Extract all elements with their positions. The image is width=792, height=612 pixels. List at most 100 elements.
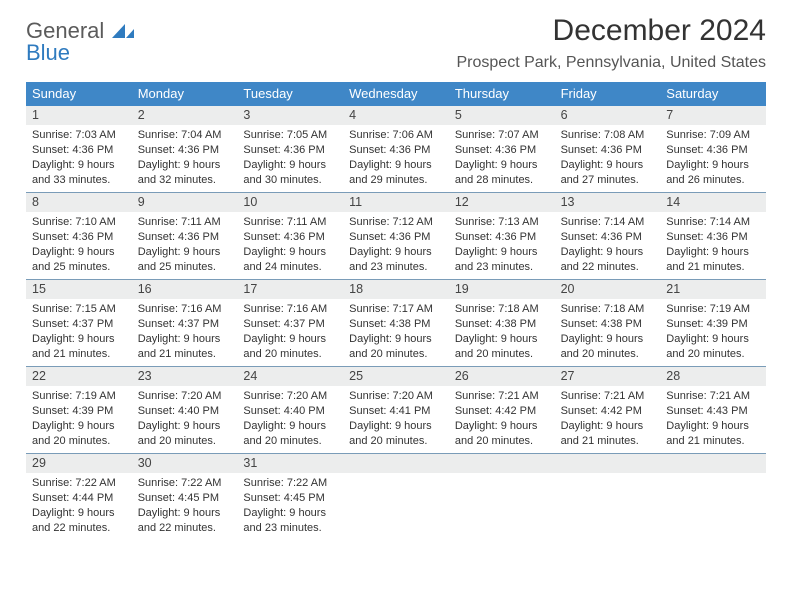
day-cell: 20Sunrise: 7:18 AMSunset: 4:38 PMDayligh… (555, 280, 661, 366)
sunset-line: Sunset: 4:45 PM (243, 491, 337, 506)
day-body: Sunrise: 7:17 AMSunset: 4:38 PMDaylight:… (343, 299, 449, 365)
sunrise-line: Sunrise: 7:13 AM (455, 215, 549, 230)
sunset-line: Sunset: 4:39 PM (666, 317, 760, 332)
day-body: Sunrise: 7:19 AMSunset: 4:39 PMDaylight:… (660, 299, 766, 365)
daylight-line-2: and 22 minutes. (561, 260, 655, 275)
sunrise-line: Sunrise: 7:09 AM (666, 128, 760, 143)
day-body: Sunrise: 7:20 AMSunset: 4:40 PMDaylight:… (237, 386, 343, 452)
sunrise-line: Sunrise: 7:20 AM (349, 389, 443, 404)
day-cell: 31Sunrise: 7:22 AMSunset: 4:45 PMDayligh… (237, 454, 343, 540)
week-row: 15Sunrise: 7:15 AMSunset: 4:37 PMDayligh… (26, 279, 766, 366)
day-number (343, 454, 449, 473)
daylight-line-1: Daylight: 9 hours (138, 506, 232, 521)
day-body: Sunrise: 7:10 AMSunset: 4:36 PMDaylight:… (26, 212, 132, 278)
day-number: 5 (449, 106, 555, 125)
sunrise-line: Sunrise: 7:21 AM (561, 389, 655, 404)
day-number: 9 (132, 193, 238, 212)
sunrise-line: Sunrise: 7:21 AM (455, 389, 549, 404)
daylight-line-1: Daylight: 9 hours (349, 245, 443, 260)
day-cell: 24Sunrise: 7:20 AMSunset: 4:40 PMDayligh… (237, 367, 343, 453)
daylight-line-1: Daylight: 9 hours (666, 332, 760, 347)
day-body: Sunrise: 7:20 AMSunset: 4:40 PMDaylight:… (132, 386, 238, 452)
day-body: Sunrise: 7:21 AMSunset: 4:42 PMDaylight:… (555, 386, 661, 452)
day-body: Sunrise: 7:11 AMSunset: 4:36 PMDaylight:… (132, 212, 238, 278)
daylight-line-1: Daylight: 9 hours (243, 158, 337, 173)
day-body: Sunrise: 7:16 AMSunset: 4:37 PMDaylight:… (237, 299, 343, 365)
day-cell: 21Sunrise: 7:19 AMSunset: 4:39 PMDayligh… (660, 280, 766, 366)
day-of-week-header: Sunday Monday Tuesday Wednesday Thursday… (26, 82, 766, 106)
day-cell: 23Sunrise: 7:20 AMSunset: 4:40 PMDayligh… (132, 367, 238, 453)
day-number: 3 (237, 106, 343, 125)
calendar-grid: Sunday Monday Tuesday Wednesday Thursday… (26, 82, 766, 540)
day-number: 29 (26, 454, 132, 473)
daylight-line-2: and 20 minutes. (349, 347, 443, 362)
sunset-line: Sunset: 4:38 PM (561, 317, 655, 332)
sunrise-line: Sunrise: 7:22 AM (138, 476, 232, 491)
sunset-line: Sunset: 4:36 PM (243, 143, 337, 158)
daylight-line-1: Daylight: 9 hours (666, 158, 760, 173)
sunrise-line: Sunrise: 7:03 AM (32, 128, 126, 143)
day-number (555, 454, 661, 473)
sunset-line: Sunset: 4:36 PM (349, 230, 443, 245)
dow-friday: Friday (555, 82, 661, 106)
logo-word-blue: Blue (26, 40, 70, 65)
sunrise-line: Sunrise: 7:07 AM (455, 128, 549, 143)
sunrise-line: Sunrise: 7:14 AM (561, 215, 655, 230)
location-subtitle: Prospect Park, Pennsylvania, United Stat… (457, 54, 767, 72)
daylight-line-2: and 21 minutes. (666, 434, 760, 449)
daylight-line-2: and 20 minutes. (138, 434, 232, 449)
daylight-line-1: Daylight: 9 hours (349, 158, 443, 173)
sunrise-line: Sunrise: 7:22 AM (243, 476, 337, 491)
day-cell: 11Sunrise: 7:12 AMSunset: 4:36 PMDayligh… (343, 193, 449, 279)
day-cell: 22Sunrise: 7:19 AMSunset: 4:39 PMDayligh… (26, 367, 132, 453)
daylight-line-2: and 27 minutes. (561, 173, 655, 188)
sunset-line: Sunset: 4:38 PM (349, 317, 443, 332)
sunrise-line: Sunrise: 7:16 AM (243, 302, 337, 317)
daylight-line-2: and 25 minutes. (138, 260, 232, 275)
day-number: 14 (660, 193, 766, 212)
daylight-line-1: Daylight: 9 hours (138, 332, 232, 347)
daylight-line-1: Daylight: 9 hours (561, 245, 655, 260)
daylight-line-2: and 28 minutes. (455, 173, 549, 188)
day-body: Sunrise: 7:04 AMSunset: 4:36 PMDaylight:… (132, 125, 238, 191)
dow-sunday: Sunday (26, 82, 132, 106)
daylight-line-2: and 30 minutes. (243, 173, 337, 188)
sunset-line: Sunset: 4:36 PM (561, 230, 655, 245)
sunrise-line: Sunrise: 7:20 AM (243, 389, 337, 404)
day-cell: 9Sunrise: 7:11 AMSunset: 4:36 PMDaylight… (132, 193, 238, 279)
sunset-line: Sunset: 4:39 PM (32, 404, 126, 419)
dow-tuesday: Tuesday (237, 82, 343, 106)
daylight-line-2: and 21 minutes. (666, 260, 760, 275)
day-body: Sunrise: 7:21 AMSunset: 4:42 PMDaylight:… (449, 386, 555, 452)
day-cell (555, 454, 661, 540)
daylight-line-2: and 23 minutes. (455, 260, 549, 275)
sunset-line: Sunset: 4:37 PM (138, 317, 232, 332)
day-number: 22 (26, 367, 132, 386)
sunrise-line: Sunrise: 7:18 AM (561, 302, 655, 317)
day-number: 19 (449, 280, 555, 299)
daylight-line-2: and 23 minutes. (349, 260, 443, 275)
daylight-line-2: and 20 minutes. (32, 434, 126, 449)
daylight-line-2: and 20 minutes. (561, 347, 655, 362)
sunset-line: Sunset: 4:37 PM (243, 317, 337, 332)
sunset-line: Sunset: 4:45 PM (138, 491, 232, 506)
day-body: Sunrise: 7:18 AMSunset: 4:38 PMDaylight:… (555, 299, 661, 365)
sunrise-line: Sunrise: 7:05 AM (243, 128, 337, 143)
day-body: Sunrise: 7:08 AMSunset: 4:36 PMDaylight:… (555, 125, 661, 191)
sunrise-line: Sunrise: 7:14 AM (666, 215, 760, 230)
day-cell: 28Sunrise: 7:21 AMSunset: 4:43 PMDayligh… (660, 367, 766, 453)
sunset-line: Sunset: 4:36 PM (666, 143, 760, 158)
daylight-line-1: Daylight: 9 hours (666, 419, 760, 434)
daylight-line-1: Daylight: 9 hours (32, 332, 126, 347)
day-cell: 26Sunrise: 7:21 AMSunset: 4:42 PMDayligh… (449, 367, 555, 453)
sunrise-line: Sunrise: 7:11 AM (243, 215, 337, 230)
day-body: Sunrise: 7:06 AMSunset: 4:36 PMDaylight:… (343, 125, 449, 191)
day-body: Sunrise: 7:21 AMSunset: 4:43 PMDaylight:… (660, 386, 766, 452)
day-body (660, 473, 766, 480)
day-cell: 15Sunrise: 7:15 AMSunset: 4:37 PMDayligh… (26, 280, 132, 366)
day-cell: 19Sunrise: 7:18 AMSunset: 4:38 PMDayligh… (449, 280, 555, 366)
day-cell: 3 Sunrise: 7:05 AMSunset: 4:36 PMDaylight… (237, 106, 343, 192)
daylight-line-1: Daylight: 9 hours (455, 158, 549, 173)
daylight-line-2: and 29 minutes. (349, 173, 443, 188)
logo: General Blue (26, 20, 134, 64)
